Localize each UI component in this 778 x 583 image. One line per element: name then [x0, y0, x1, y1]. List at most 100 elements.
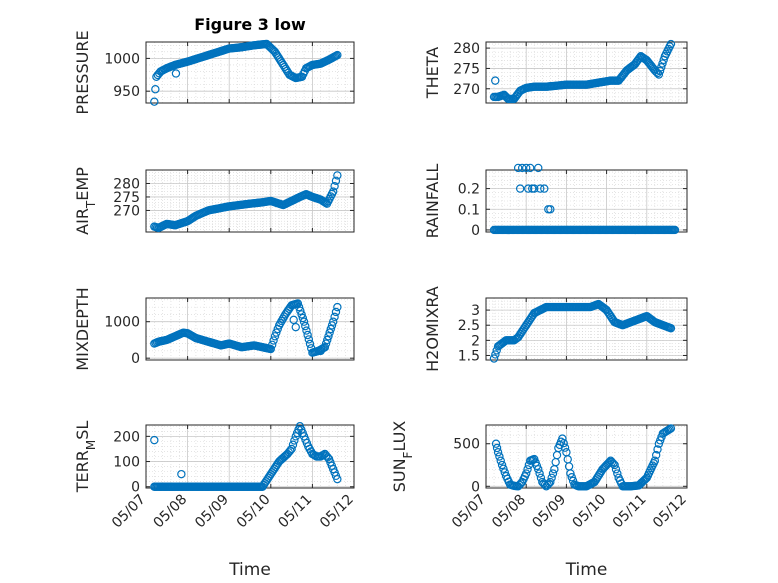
data-point — [303, 330, 312, 340]
x-tick-label: 05/07 — [109, 492, 149, 532]
y-tick-label: 0.2 — [458, 182, 480, 198]
y-tick-label: 270 — [113, 203, 140, 219]
data-point — [150, 435, 159, 445]
data-point — [611, 465, 621, 474]
data-point — [329, 317, 338, 326]
data-point — [546, 205, 555, 214]
data-point — [522, 469, 531, 478]
data-point — [333, 50, 342, 60]
y-axis-label: AIRTEMP — [73, 167, 98, 235]
data-point — [491, 76, 500, 85]
y-axis-label: RAINFALL — [423, 164, 442, 239]
data-point — [321, 339, 331, 348]
x-tick-label: 05/10 — [234, 492, 274, 532]
data-point — [492, 443, 502, 453]
y-tick-label: 1.5 — [458, 348, 480, 364]
data-point — [325, 328, 334, 337]
x-axis-label: Time — [565, 560, 608, 580]
data-point — [568, 476, 578, 486]
data-point — [654, 70, 664, 79]
data-point — [566, 469, 575, 478]
x-tick-label: 05/12 — [317, 492, 357, 532]
axes-terr_msl: 0 100 200 TERRMSL 05/07 05/08 05/09 05/10 05/11 0… — [73, 421, 357, 580]
y-tick-label: 270 — [453, 82, 480, 98]
data-point — [666, 324, 676, 333]
data-point — [324, 332, 333, 341]
y-axis-label: PRESSURE — [73, 30, 92, 114]
axes-theta: 270 275 280 THETA — [423, 39, 688, 104]
data-point — [294, 302, 304, 312]
axes-pressure: 950 1000 PRESSURE Figure 3 low — [73, 15, 355, 115]
data-point — [497, 460, 507, 470]
data-point — [653, 68, 662, 78]
y-tick-label: 280 — [453, 41, 480, 57]
data-point — [547, 473, 556, 482]
y-axis-label: H2OMIXRA — [423, 286, 442, 372]
data-point — [304, 335, 314, 344]
data-point — [290, 436, 299, 445]
data-point — [665, 425, 674, 434]
data-point — [670, 225, 680, 235]
data-point — [492, 346, 501, 355]
data-point — [333, 171, 342, 180]
x-tick-label: 05/09 — [529, 492, 569, 532]
data-point — [613, 469, 622, 478]
x-tick-label: 05/12 — [650, 492, 690, 532]
data-point — [491, 439, 501, 448]
y-axis-label: SUNFLUX — [390, 421, 415, 493]
x-axis-label: Time — [228, 560, 271, 580]
data-point — [607, 457, 617, 467]
data-point — [522, 163, 531, 173]
data-point — [330, 181, 339, 191]
y-tick-label: 950 — [113, 84, 140, 100]
data-point — [301, 321, 310, 331]
y-tick-label: 275 — [453, 61, 480, 77]
y-tick-label: 2.5 — [458, 318, 480, 334]
axes-box — [145, 169, 355, 233]
data-point — [657, 63, 666, 72]
data-point — [651, 67, 661, 77]
axes-h2omixra: 1.522.53 H2OMIXRA — [423, 286, 688, 372]
y-tick-label: 1000 — [104, 315, 140, 331]
data-point — [305, 339, 315, 349]
data-point — [540, 184, 549, 193]
data-point — [567, 473, 576, 482]
x-tick-label: 05/07 — [449, 492, 489, 532]
data-point — [523, 465, 532, 474]
data-point — [530, 184, 539, 193]
data-point — [150, 97, 159, 106]
y-axis-label: MIXDEPTH — [73, 287, 92, 370]
axes-sun_flux: 0 500 SUNFLUX 05/07 05/08 05/09 05/10 05/11 05/1… — [390, 421, 690, 580]
data-point — [316, 346, 325, 356]
x-tick-label: 05/09 — [192, 492, 232, 532]
data-point — [266, 344, 275, 354]
data-point — [289, 315, 298, 325]
data-point — [331, 176, 341, 185]
data-point — [653, 445, 662, 454]
data-point — [493, 448, 503, 457]
y-tick-label: 275 — [113, 190, 140, 206]
data-point — [515, 184, 525, 193]
y-tick-label: 100 — [113, 455, 140, 471]
data-point — [270, 332, 280, 341]
data-point — [333, 474, 342, 484]
data-point — [543, 480, 552, 490]
data-point — [546, 477, 555, 487]
y-tick-label: 200 — [113, 429, 140, 445]
data-point — [495, 452, 504, 461]
y-tick-label: 0 — [131, 480, 140, 496]
data-point — [298, 313, 308, 323]
axes-box — [485, 41, 688, 104]
data-point — [536, 184, 545, 193]
data-point — [534, 163, 543, 173]
data-point — [610, 460, 619, 470]
axes-box — [145, 297, 355, 361]
axes-rainfall: 0 0.1 0.2 RAINFALL — [423, 163, 688, 239]
x-tick-label: 05/08 — [151, 492, 191, 532]
data-point — [666, 39, 676, 49]
data-point — [516, 479, 526, 488]
axes-box — [485, 297, 688, 361]
data-point — [491, 350, 500, 359]
data-point — [559, 438, 568, 448]
